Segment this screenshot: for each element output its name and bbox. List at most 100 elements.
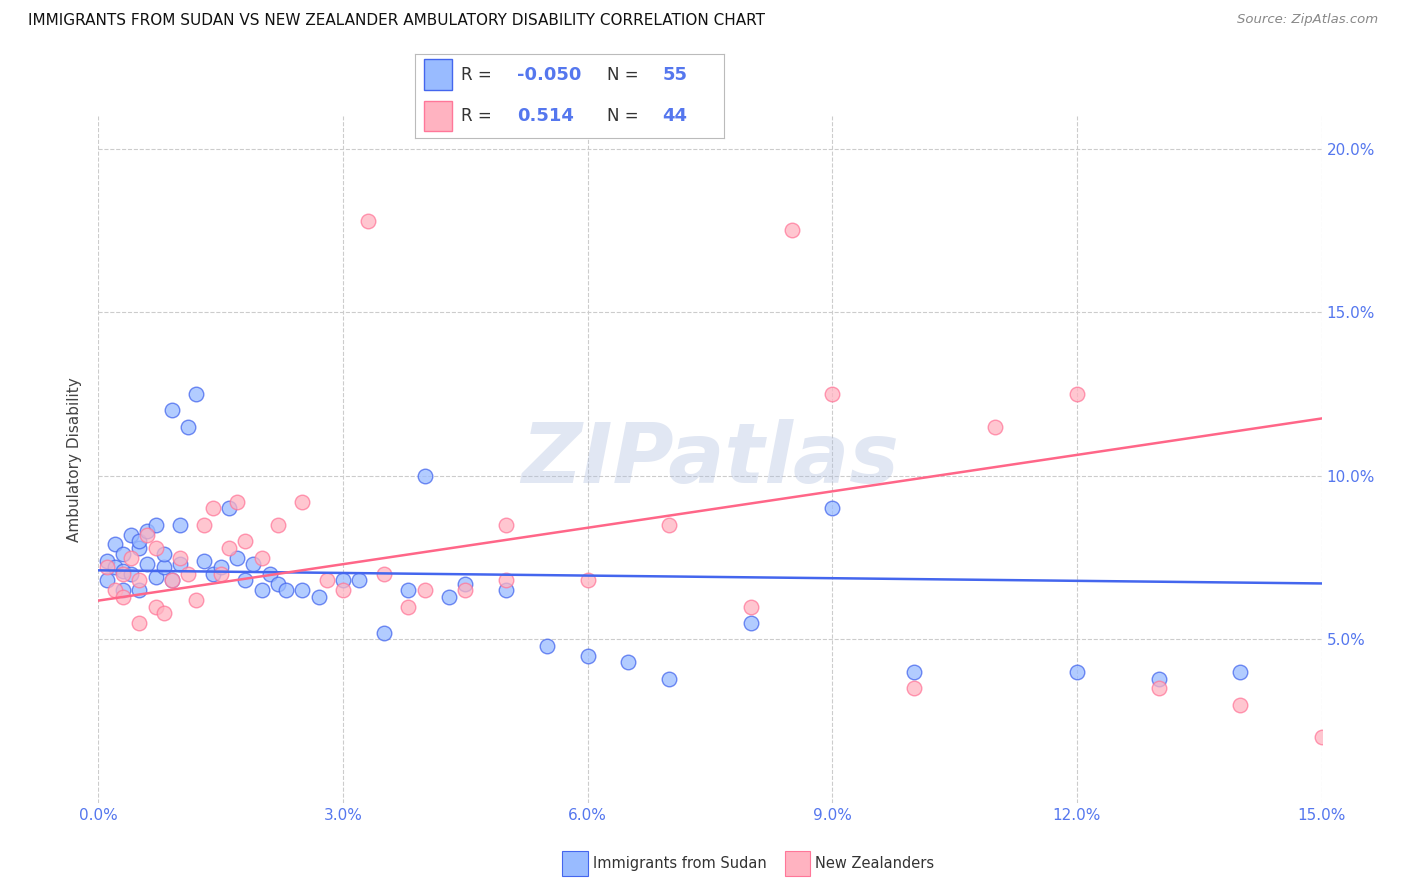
Point	[291, 583, 314, 598]
Point	[495, 583, 517, 598]
Point	[186, 387, 208, 401]
Point	[437, 590, 460, 604]
Point	[332, 583, 354, 598]
Point	[169, 557, 191, 571]
Point	[218, 541, 240, 555]
Text: 0.514: 0.514	[517, 107, 574, 125]
Point	[169, 550, 191, 565]
Point	[259, 566, 281, 581]
Point	[308, 590, 330, 604]
Point	[1147, 681, 1170, 696]
Text: -0.050: -0.050	[517, 66, 581, 84]
Point	[128, 583, 150, 598]
Point	[193, 517, 215, 532]
Point	[120, 550, 142, 565]
Text: R =: R =	[461, 66, 498, 84]
Point	[1066, 387, 1088, 401]
Point	[495, 517, 517, 532]
Point	[152, 547, 174, 561]
Bar	[425, 101, 451, 131]
Text: New Zealanders: New Zealanders	[815, 856, 935, 871]
Point	[145, 570, 167, 584]
Point	[1147, 672, 1170, 686]
Point	[128, 534, 150, 549]
Point	[233, 574, 256, 588]
Text: IMMIGRANTS FROM SUDAN VS NEW ZEALANDER AMBULATORY DISABILITY CORRELATION CHART: IMMIGRANTS FROM SUDAN VS NEW ZEALANDER A…	[28, 13, 765, 29]
Point	[454, 576, 477, 591]
Point	[96, 560, 118, 574]
Point	[233, 534, 256, 549]
Point	[373, 566, 395, 581]
Point	[104, 537, 127, 551]
Point	[576, 574, 599, 588]
Point	[536, 639, 558, 653]
Point	[104, 583, 127, 598]
Point	[349, 574, 371, 588]
Point	[1229, 698, 1251, 712]
Text: 44: 44	[662, 107, 688, 125]
Point	[250, 550, 273, 565]
Point	[242, 557, 264, 571]
Point	[226, 550, 249, 565]
Text: Immigrants from Sudan: Immigrants from Sudan	[593, 856, 768, 871]
Point	[218, 501, 240, 516]
Point	[332, 574, 354, 588]
Point	[454, 583, 477, 598]
Point	[658, 517, 681, 532]
Point	[104, 560, 127, 574]
Point	[177, 566, 200, 581]
Point	[145, 541, 167, 555]
Point	[136, 557, 159, 571]
Text: N =: N =	[606, 107, 644, 125]
Point	[160, 403, 183, 417]
Point	[903, 665, 925, 679]
Point	[120, 527, 142, 541]
Point	[160, 574, 183, 588]
Text: 55: 55	[662, 66, 688, 84]
Point	[120, 566, 142, 581]
Point	[315, 574, 337, 588]
Point	[1229, 665, 1251, 679]
Point	[128, 615, 150, 630]
Point	[780, 223, 803, 237]
Point	[186, 593, 208, 607]
Point	[96, 574, 118, 588]
Text: N =: N =	[606, 66, 644, 84]
Point	[136, 524, 159, 539]
Point	[373, 625, 395, 640]
Text: R =: R =	[461, 107, 502, 125]
Point	[413, 583, 436, 598]
Point	[658, 672, 681, 686]
Point	[903, 681, 925, 696]
Point	[96, 554, 118, 568]
Point	[821, 501, 844, 516]
Point	[740, 599, 762, 614]
Point	[495, 574, 517, 588]
Point	[291, 495, 314, 509]
Point	[111, 547, 134, 561]
Text: Source: ZipAtlas.com: Source: ZipAtlas.com	[1237, 13, 1378, 27]
Point	[193, 554, 215, 568]
Point	[356, 213, 378, 227]
Y-axis label: Ambulatory Disability: Ambulatory Disability	[67, 377, 83, 541]
Point	[267, 576, 290, 591]
Point	[821, 387, 844, 401]
Point	[1310, 731, 1333, 745]
Point	[209, 566, 232, 581]
Point	[177, 419, 200, 434]
Point	[413, 468, 436, 483]
Point	[145, 517, 167, 532]
Point	[396, 599, 419, 614]
Point	[274, 583, 297, 598]
Point	[226, 495, 249, 509]
Point	[209, 560, 232, 574]
Point	[111, 590, 134, 604]
Point	[1066, 665, 1088, 679]
Point	[152, 560, 174, 574]
Bar	[425, 60, 451, 90]
Point	[111, 583, 134, 598]
Point	[111, 566, 134, 581]
Point	[267, 517, 290, 532]
Point	[152, 606, 174, 620]
Point	[128, 541, 150, 555]
